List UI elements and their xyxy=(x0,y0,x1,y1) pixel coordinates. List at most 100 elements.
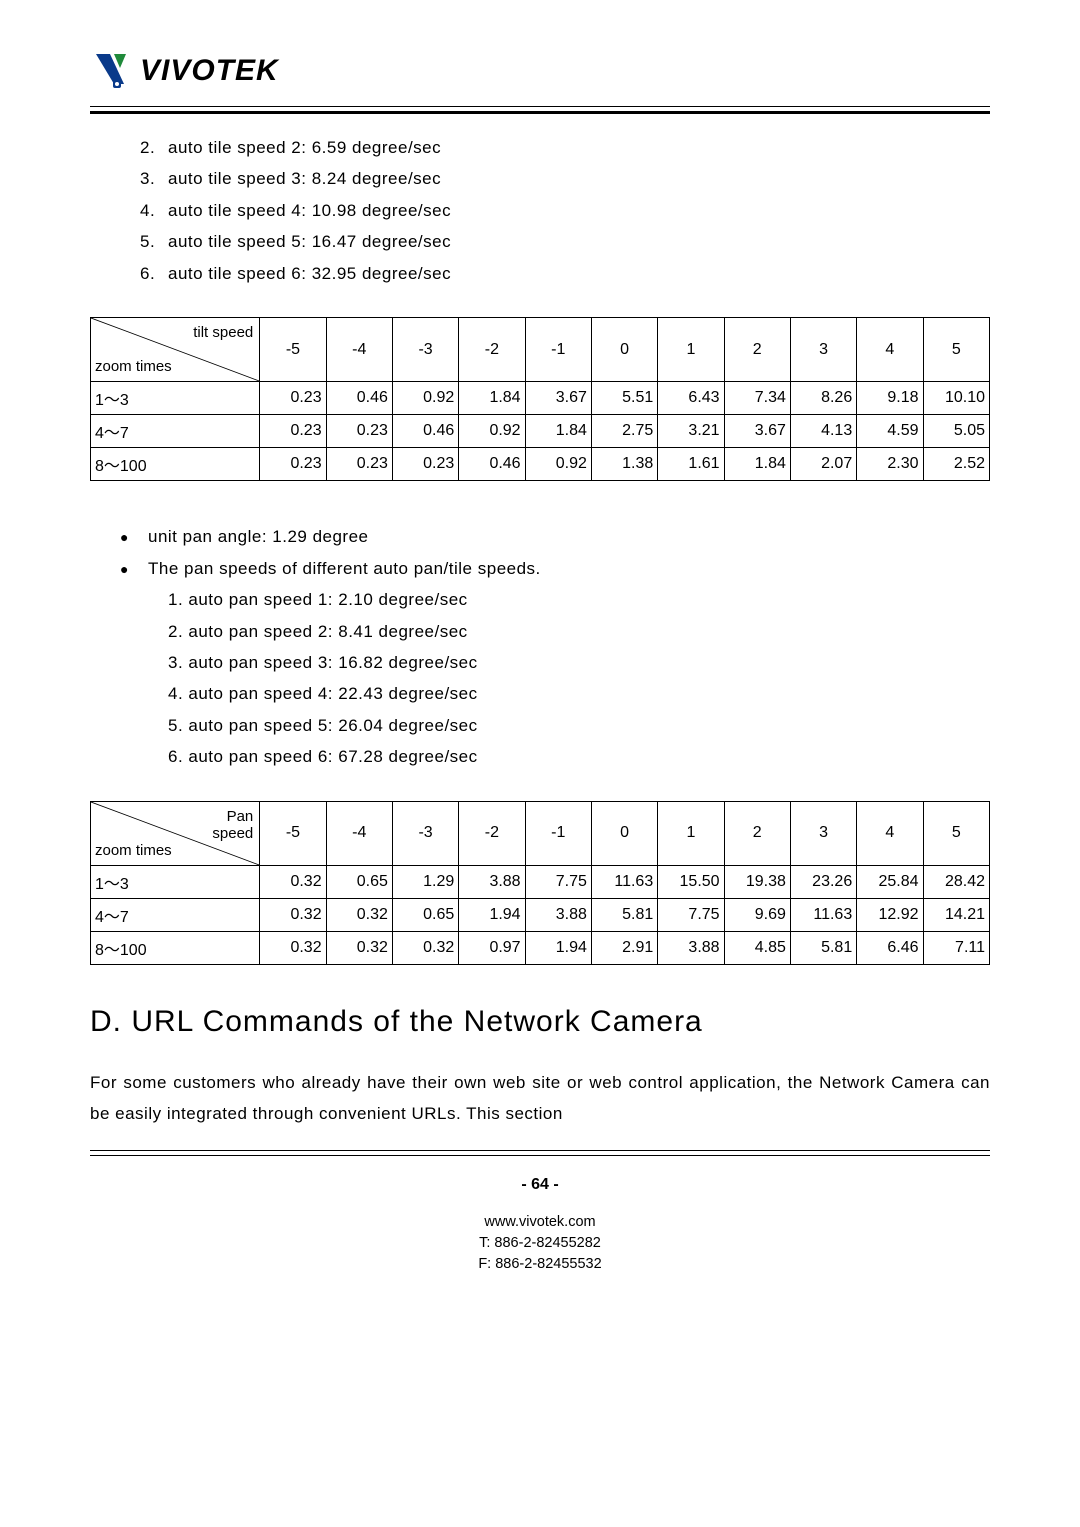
table-col-header: 2 xyxy=(724,318,790,382)
page-number: - 64 - xyxy=(90,1176,990,1194)
table-col-header: -2 xyxy=(459,318,525,382)
table-cell: 7.34 xyxy=(724,382,790,415)
divider xyxy=(90,111,990,114)
table-cell: 0.23 xyxy=(392,448,458,481)
table-cell: 0.46 xyxy=(392,415,458,448)
table-col-header: -4 xyxy=(326,318,392,382)
table-cell: 3.88 xyxy=(459,865,525,898)
table-corner: tilt speedzoom times xyxy=(91,318,260,382)
table-cell: 10.10 xyxy=(923,382,989,415)
table-cell: 2.30 xyxy=(857,448,923,481)
table-cell: 2.75 xyxy=(591,415,657,448)
table-col-header: 4 xyxy=(857,801,923,865)
table-cell: 3.21 xyxy=(658,415,724,448)
row-label: 1～3 xyxy=(91,865,260,898)
footer-fax: F: 886-2-82455532 xyxy=(90,1254,990,1275)
row-label: 8～100 xyxy=(91,448,260,481)
logo-text: VIVOTEK xyxy=(140,54,279,88)
table-cell: 0.32 xyxy=(326,898,392,931)
logo-mark-icon xyxy=(90,50,132,92)
table-cell: 0.23 xyxy=(260,415,326,448)
table-cell: 0.32 xyxy=(392,931,458,964)
bullet-text: unit pan angle: 1.29 degree xyxy=(148,521,369,552)
table-cell: 0.92 xyxy=(525,448,591,481)
tile-speed-list: 2.auto tile speed 2: 6.59 degree/sec3.au… xyxy=(140,132,990,289)
table-row: 4～70.320.320.651.943.885.817.759.6911.63… xyxy=(91,898,990,931)
table-cell: 3.88 xyxy=(525,898,591,931)
pan-speed-table: Panspeedzoom times-5-4-3-2-10123451～30.3… xyxy=(90,801,990,965)
table-col-header: 3 xyxy=(790,318,856,382)
table-cell: 1.84 xyxy=(525,415,591,448)
table-cell: 23.26 xyxy=(790,865,856,898)
table-col-header: 4 xyxy=(857,318,923,382)
list-item: 3.auto tile speed 3: 8.24 degree/sec xyxy=(140,163,990,194)
table-col-header: 0 xyxy=(591,318,657,382)
table-cell: 9.18 xyxy=(857,382,923,415)
table-cell: 5.81 xyxy=(790,931,856,964)
row-label: 1～3 xyxy=(91,382,260,415)
table-cell: 0.23 xyxy=(260,448,326,481)
section-body: For some customers who already have thei… xyxy=(90,1067,990,1130)
row-label: 4～7 xyxy=(91,415,260,448)
list-item: 6. auto pan speed 6: 67.28 degree/sec xyxy=(168,741,990,772)
table-col-header: -1 xyxy=(525,318,591,382)
table-cell: 0.23 xyxy=(260,382,326,415)
table-col-header: 0 xyxy=(591,801,657,865)
table-cell: 5.51 xyxy=(591,382,657,415)
table-corner: Panspeedzoom times xyxy=(91,801,260,865)
table-cell: 1.84 xyxy=(724,448,790,481)
footer-tel: T: 886-2-82455282 xyxy=(90,1233,990,1254)
list-item: 5.auto tile speed 5: 16.47 degree/sec xyxy=(140,226,990,257)
table-col-header: -5 xyxy=(260,318,326,382)
table-cell: 4.59 xyxy=(857,415,923,448)
table-col-header: -5 xyxy=(260,801,326,865)
table-row: 4～70.230.230.460.921.842.753.213.674.134… xyxy=(91,415,990,448)
table-cell: 14.21 xyxy=(923,898,989,931)
table-cell: 15.50 xyxy=(658,865,724,898)
table-row: 8～1000.320.320.320.971.942.913.884.855.8… xyxy=(91,931,990,964)
table-cell: 11.63 xyxy=(790,898,856,931)
table-cell: 0.46 xyxy=(459,448,525,481)
table-col-header: 3 xyxy=(790,801,856,865)
table-cell: 0.23 xyxy=(326,448,392,481)
section-heading: D. URL Commands of the Network Camera xyxy=(90,1005,990,1039)
table-col-header: 2 xyxy=(724,801,790,865)
table-cell: 4.13 xyxy=(790,415,856,448)
table-cell: 0.32 xyxy=(260,865,326,898)
table-row: 1～30.230.460.921.843.675.516.437.348.269… xyxy=(91,382,990,415)
row-label: 8～100 xyxy=(91,931,260,964)
table-cell: 5.05 xyxy=(923,415,989,448)
table-col-header: 1 xyxy=(658,801,724,865)
divider xyxy=(90,1155,990,1156)
table-cell: 0.32 xyxy=(260,931,326,964)
list-item: 4.auto tile speed 4: 10.98 degree/sec xyxy=(140,195,990,226)
table-col-header: -1 xyxy=(525,801,591,865)
table-cell: 19.38 xyxy=(724,865,790,898)
table-cell: 0.46 xyxy=(326,382,392,415)
table-cell: 1.38 xyxy=(591,448,657,481)
table-col-header: -3 xyxy=(392,318,458,382)
footer-info: www.vivotek.com T: 886-2-82455282 F: 886… xyxy=(90,1212,990,1275)
row-label: 4～7 xyxy=(91,898,260,931)
table-cell: 28.42 xyxy=(923,865,989,898)
table-cell: 7.75 xyxy=(525,865,591,898)
list-item: 5. auto pan speed 5: 26.04 degree/sec xyxy=(168,710,990,741)
table-col-header: 1 xyxy=(658,318,724,382)
table-cell: 3.67 xyxy=(525,382,591,415)
logo: VIVOTEK xyxy=(90,50,990,92)
table-col-header: -4 xyxy=(326,801,392,865)
table-cell: 25.84 xyxy=(857,865,923,898)
divider xyxy=(90,106,990,107)
table-col-header: 5 xyxy=(923,801,989,865)
table-cell: 4.85 xyxy=(724,931,790,964)
list-item: 1. auto pan speed 1: 2.10 degree/sec xyxy=(168,584,990,615)
table-cell: 0.32 xyxy=(260,898,326,931)
table-cell: 0.97 xyxy=(459,931,525,964)
table-cell: 0.23 xyxy=(326,415,392,448)
table-cell: 2.52 xyxy=(923,448,989,481)
table-cell: 7.75 xyxy=(658,898,724,931)
table-cell: 0.92 xyxy=(392,382,458,415)
bullet-text: The pan speeds of different auto pan/til… xyxy=(148,553,541,584)
table-cell: 0.65 xyxy=(326,865,392,898)
list-item: 4. auto pan speed 4: 22.43 degree/sec xyxy=(168,678,990,709)
